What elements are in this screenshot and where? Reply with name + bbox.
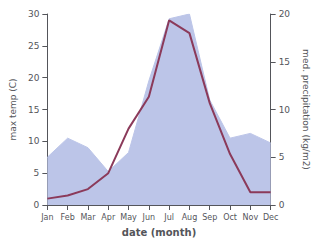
svg-text:5: 5 [34,168,40,178]
svg-text:15: 15 [28,105,39,115]
svg-text:Nov: Nov [243,213,259,222]
svg-text:10: 10 [28,136,40,146]
svg-text:20: 20 [28,73,40,83]
svg-text:Sep: Sep [202,213,217,222]
svg-text:med. precipitation (kg/m2): med. precipitation (kg/m2) [301,49,311,170]
svg-text:0: 0 [34,200,40,210]
svg-text:Jun: Jun [142,213,156,222]
svg-text:Mar: Mar [80,213,96,222]
svg-text:15: 15 [279,57,290,67]
svg-text:25: 25 [28,41,39,51]
svg-text:10: 10 [279,105,291,115]
svg-text:Aug: Aug [182,213,198,222]
svg-text:20: 20 [279,9,291,19]
svg-text:May: May [120,213,137,222]
svg-text:0: 0 [279,200,285,210]
svg-text:Jul: Jul [163,213,174,222]
svg-text:date (month): date (month) [122,227,196,238]
svg-text:Apr: Apr [101,213,116,222]
svg-text:Feb: Feb [61,213,75,222]
svg-text:Oct: Oct [223,213,237,222]
svg-text:Dec: Dec [263,213,278,222]
svg-text:max temp (C): max temp (C) [8,78,18,140]
svg-text:Jan: Jan [40,213,53,222]
svg-text:30: 30 [28,9,40,19]
svg-text:5: 5 [279,152,285,162]
